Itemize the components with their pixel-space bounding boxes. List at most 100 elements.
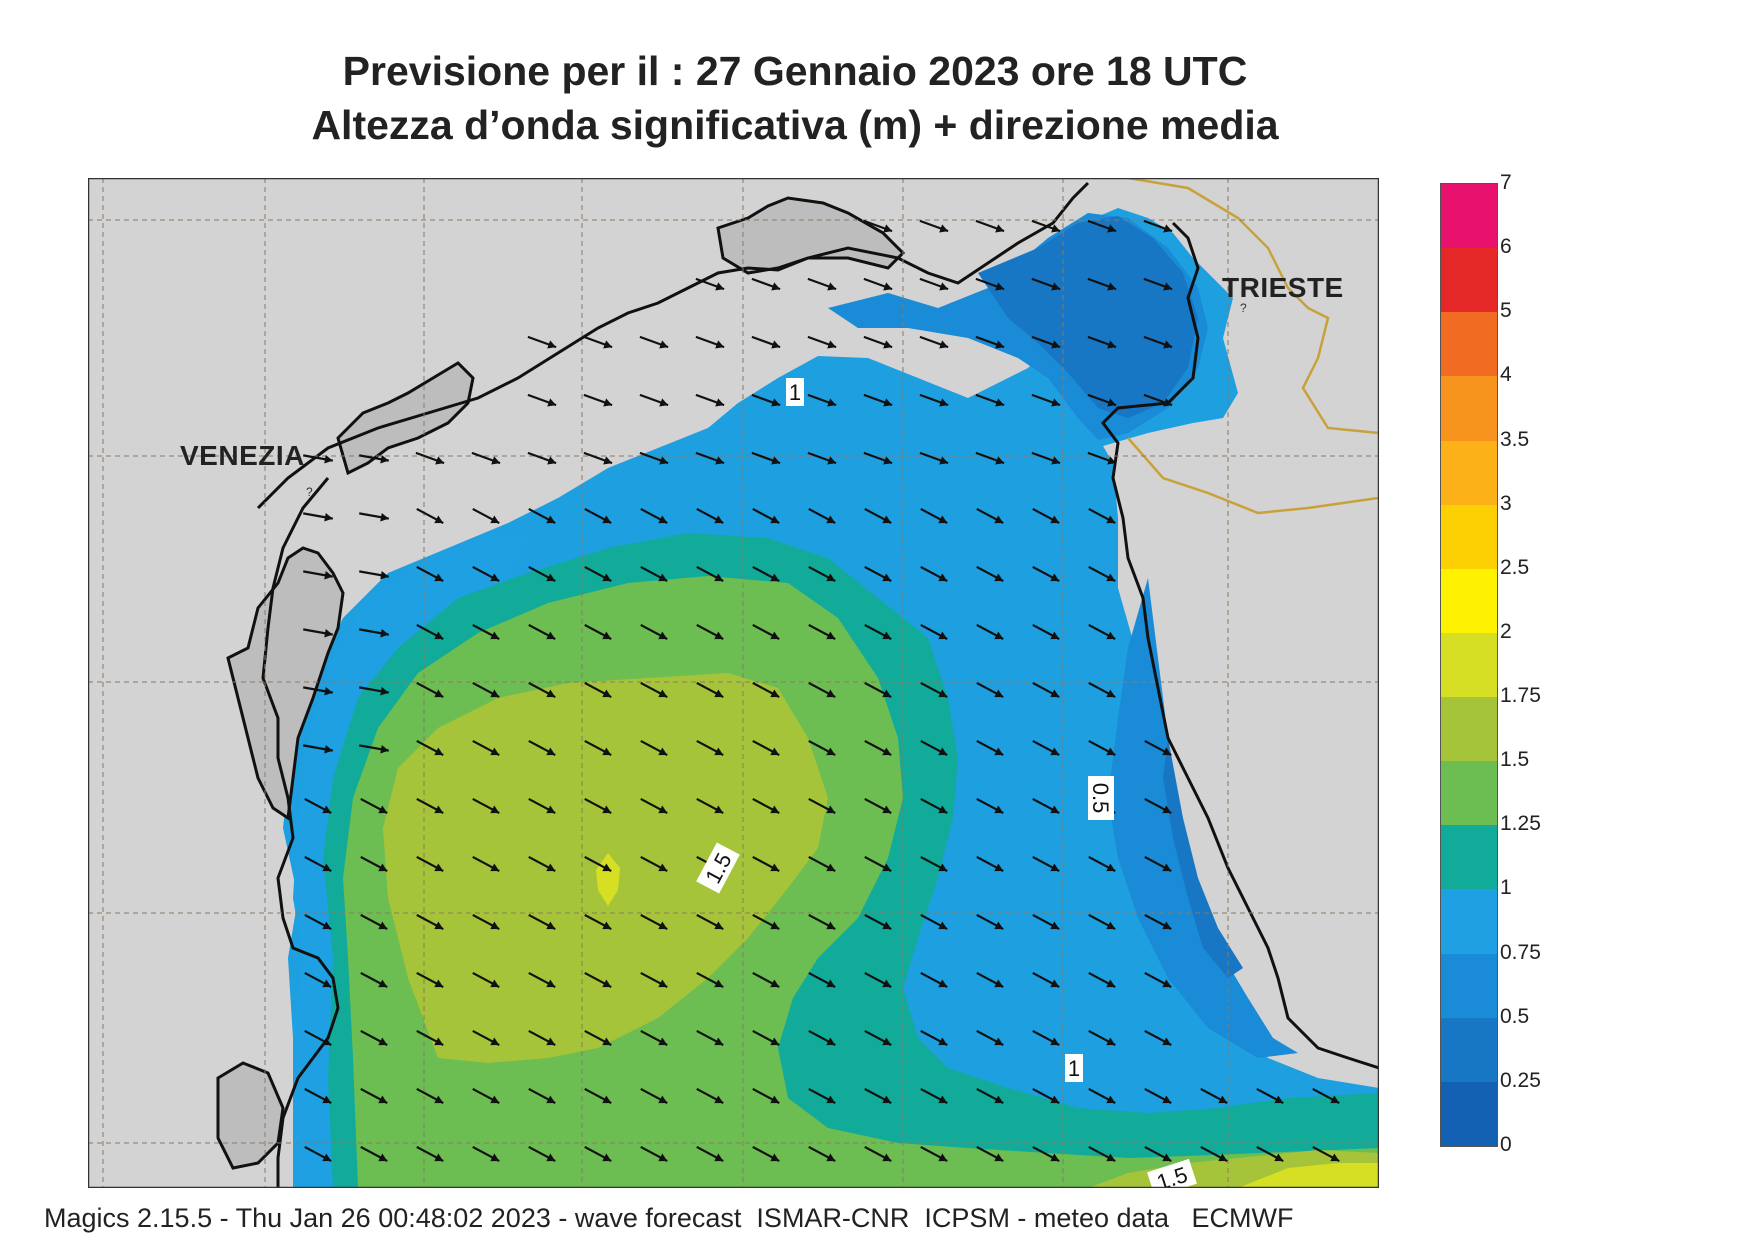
wave-arrow-head (994, 1037, 1004, 1046)
colorbar-segment (1441, 761, 1497, 826)
colorbar-segment (1441, 953, 1497, 1019)
wave-arrow-head (938, 1037, 948, 1046)
wave-arrow-head (378, 1153, 388, 1162)
contour-label-text: 0.5 (1088, 783, 1113, 814)
wave-arrow-head (1107, 340, 1117, 349)
wave-arrow-head (939, 340, 949, 349)
wave-arrow-head (324, 744, 333, 754)
wave-zone-1.75-2-south (1238, 1163, 1379, 1188)
wave-arrow-head (658, 1095, 668, 1104)
colorbar-segment (1441, 504, 1497, 570)
wave-arrow-head (1106, 921, 1116, 930)
colorbar-tick-label: 2.5 (1500, 555, 1530, 579)
wave-arrow-head (1050, 631, 1060, 640)
wave-arrow-head (322, 1037, 332, 1046)
colorbar-tick-label: 0.5 (1500, 1004, 1530, 1028)
colorbar-segment (1441, 568, 1497, 634)
wave-arrow-head (938, 689, 948, 698)
wave-arrow-head (771, 456, 781, 465)
wave-arrow-head (434, 1153, 444, 1162)
wave-arrow-head (658, 805, 668, 814)
wave-arrow-head (324, 512, 333, 522)
wave-arrow-head (882, 631, 892, 640)
wave-arrow-head (603, 456, 613, 465)
wave-arrow-head (1274, 1153, 1284, 1162)
wave-arrow-head (324, 570, 333, 580)
wave-arrow-head (1050, 863, 1060, 872)
wave-arrow-head (715, 456, 725, 465)
wave-arrow-head (1050, 1037, 1060, 1046)
wave-arrow-head (547, 340, 557, 349)
wave-arrow-head (603, 340, 613, 349)
wave-arrow-head (714, 573, 724, 582)
wave-arrow-head (770, 1153, 780, 1162)
wave-arrow-head (322, 979, 332, 988)
wave-arrow-head (602, 805, 612, 814)
wave-arrow-head (938, 515, 948, 524)
wave-arrow-head (1050, 689, 1060, 698)
city-label-trieste: TRIESTE (1222, 272, 1344, 303)
wave-arrow-head (883, 282, 893, 291)
wave-direction-arrows (303, 219, 1340, 1163)
wave-arrow-head (546, 689, 556, 698)
wave-arrow-head (1162, 863, 1172, 872)
wave-arrow-head (714, 689, 724, 698)
wave-arrow-head (826, 1037, 836, 1046)
colorbar-tick-label: 3.5 (1500, 427, 1530, 451)
wave-arrow-head (658, 921, 668, 930)
wave-arrow-head (938, 979, 948, 988)
wave-arrow-head (1106, 747, 1116, 756)
wave-arrow-head (938, 573, 948, 582)
colorbar-segment (1441, 1081, 1497, 1147)
colorbar-segment (1441, 825, 1497, 890)
wave-arrow-head (1050, 573, 1060, 582)
wave-arrow-head (1163, 224, 1173, 233)
wave-arrow-head (490, 1095, 500, 1104)
wave-arrow-head (994, 979, 1004, 988)
wave-arrow-head (770, 805, 780, 814)
wave-arrow-head (714, 805, 724, 814)
wave-arrow-head (994, 1095, 1004, 1104)
wave-arrow-head (546, 573, 556, 582)
wave-arrow-head (1162, 1037, 1172, 1046)
colorbar-tick-label: 5 (1500, 299, 1512, 323)
wave-arrow-head (434, 863, 444, 872)
wave-arrow-head (378, 805, 388, 814)
wave-arrow-head (378, 979, 388, 988)
wave-arrow-head (378, 921, 388, 930)
wave-arrow-head (994, 515, 1004, 524)
wave-arrow-head (882, 921, 892, 930)
wave-arrow-head (434, 805, 444, 814)
wave-arrow-head (546, 1153, 556, 1162)
coastline-east (1101, 221, 1379, 1070)
wave-arrow-head (322, 921, 332, 930)
wave-arrow-head (882, 863, 892, 872)
wave-arrow-head (602, 1095, 612, 1104)
wave-arrow-head (1218, 1095, 1228, 1104)
wave-arrow-head (1107, 282, 1117, 291)
colorbar-segment (1441, 248, 1497, 313)
forecast-title: Previsione per il : 27 Gennaio 2023 ore … (342, 48, 1248, 94)
wave-height-colorbar (1440, 183, 1498, 1147)
wave-height-map: 1 0.5 1.5 1 1.5 ? ? VENEZIA TRIE (88, 178, 1379, 1188)
wave-arrow-head (1106, 1153, 1116, 1162)
wave-arrow-head (714, 747, 724, 756)
wave-arrow-head (658, 573, 668, 582)
wave-arrow-head (995, 456, 1005, 465)
wave-arrow-head (939, 456, 949, 465)
wave-arrow-head (1162, 1153, 1172, 1162)
colorbar-tick-label: 1.25 (1500, 812, 1541, 836)
wave-arrow-head (603, 398, 613, 407)
wave-arrow-head (882, 979, 892, 988)
city-label-venezia: VENEZIA (180, 440, 305, 471)
wave-arrow-head (995, 224, 1005, 233)
wave-arrow-head (939, 398, 949, 407)
wave-arrow-head (1051, 282, 1061, 291)
wave-arrow-head (324, 686, 333, 696)
wave-arrow-head (770, 1095, 780, 1104)
wave-arrow-head (490, 631, 500, 640)
wave-arrow-head (939, 224, 949, 233)
wave-arrow-head (434, 979, 444, 988)
wave-arrow-head (882, 515, 892, 524)
wave-arrow-head (883, 340, 893, 349)
